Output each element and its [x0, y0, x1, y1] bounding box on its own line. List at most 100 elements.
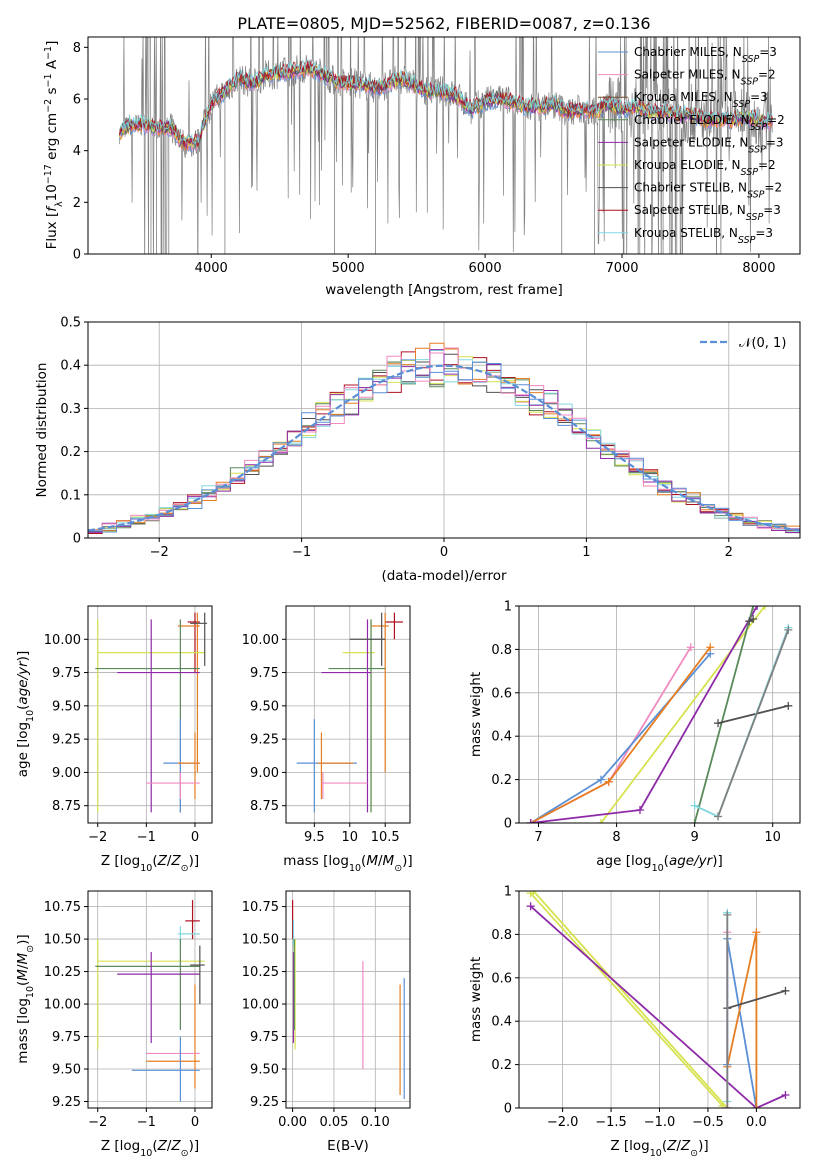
y-tick-label: 9.25 — [250, 1095, 279, 1110]
y-tick-label: 0 — [73, 532, 81, 547]
axes-frame — [518, 890, 801, 1109]
y-tick-label: 0.4 — [491, 730, 512, 745]
x-tick-label: −1.5 — [595, 1115, 627, 1130]
data-point-marker — [753, 606, 762, 610]
age-vs-mass-panel: 9.5 10 10.5 8.75 9.00 9.25 9.50 9.75 10.00 mass [… — [242, 605, 413, 874]
y-tick-label: 0.5 — [60, 316, 81, 331]
axes-frame — [87, 36, 801, 255]
y-tick-label: 8.75 — [250, 799, 279, 814]
plot-area — [95, 900, 205, 1102]
legend-label: Kroupa ELODIE, NSSP=2 — [634, 158, 776, 178]
y-tick-label: 0.2 — [60, 445, 81, 460]
data-point-marker — [723, 910, 732, 919]
x-tick-label: 9.5 — [304, 830, 325, 845]
y-tick-label: 10.00 — [242, 998, 279, 1013]
y-tick-label: 6 — [73, 93, 81, 108]
y-axis-label: Normed distribution — [34, 363, 50, 498]
legend-label: Chabrier MILES, NSSP=3 — [634, 45, 777, 65]
spectrum-panel: 4000 5000 6000 7000 8000 0 2 4 6 8 wavelength [Ang… — [43, 36, 801, 298]
y-tick-label: 9.50 — [52, 1063, 81, 1078]
x-tick-label: 0 — [191, 1115, 199, 1130]
data-point-marker — [526, 902, 535, 911]
data-point-marker — [714, 812, 723, 821]
y-tick-label: 0.6 — [491, 971, 512, 986]
y-tick-label: 10.75 — [242, 900, 279, 915]
data-point-marker — [781, 1090, 790, 1099]
residual-histogram-panel: −2 −1 0 1 2 0 0.1 0.2 0.3 0.4 0.5 (data-model)/erro… — [34, 316, 801, 584]
mass-weight-line-2 — [530, 905, 786, 1108]
x-tick-label: 10.5 — [371, 830, 400, 845]
age-vs-metallicity-panel: −2 −1 0 8.75 9.00 9.25 9.50 9.75 10.00 Z [log10(Z… — [15, 605, 213, 874]
y-axis-label: mass weight — [468, 672, 484, 757]
data-point-marker — [596, 819, 605, 823]
data-point-marker — [749, 615, 758, 624]
x-axis-label: Z [log10(Z/Z⊙)] — [101, 1138, 199, 1159]
x-tick-label: 7 — [534, 830, 542, 845]
y-tick-label: 10.50 — [242, 933, 279, 948]
plot-area — [296, 612, 403, 813]
mass-weight-line-1 — [529, 892, 724, 1107]
y-tick-label: 0.4 — [60, 359, 81, 374]
y-tick-label: 0 — [73, 248, 81, 263]
x-tick-label: 0 — [440, 545, 448, 560]
x-tick-label: 0.0 — [746, 1115, 767, 1130]
x-tick-label: 0.10 — [361, 1115, 390, 1130]
axes-frame — [87, 605, 213, 824]
x-tick-label: 0.05 — [319, 1115, 348, 1130]
data-point-marker — [784, 701, 793, 710]
axes-frame — [87, 890, 213, 1109]
y-tick-label: 10.50 — [44, 933, 81, 948]
normal-distribution-curve — [88, 364, 800, 532]
x-tick-label: 2 — [725, 545, 733, 560]
x-tick-label: 8000 — [742, 261, 775, 276]
axes-frame — [285, 605, 411, 824]
x-tick-label: −1 — [137, 830, 156, 845]
y-tick-label: 9.75 — [250, 666, 279, 681]
y-tick-label: 9.50 — [52, 699, 81, 714]
y-tick-label: 0.2 — [491, 1058, 512, 1073]
x-tick-label: 8 — [612, 830, 620, 845]
x-tick-label: 9 — [690, 830, 698, 845]
legend-label: Chabrier STELIB, NSSP=2 — [634, 181, 782, 201]
legend-label: Salpeter MILES, NSSP=2 — [634, 68, 776, 88]
legend-label: Kroupa MILES, NSSP=3 — [634, 90, 768, 110]
y-axis-label: age [log10(age/yr)] — [15, 651, 36, 777]
data-point-marker — [690, 801, 699, 810]
y-tick-label: 1 — [504, 600, 512, 615]
mass-weight-line-6 — [717, 704, 789, 725]
mass-weight-line-8 — [717, 629, 790, 817]
y-tick-label: 10.25 — [44, 965, 81, 980]
y-tick-label: 9.25 — [52, 1095, 81, 1110]
x-tick-label: −2 — [88, 1115, 107, 1130]
axes-frame — [285, 890, 411, 1109]
x-axis-label: age [log10(age/yr)] — [596, 853, 722, 874]
y-axis-label: Flux [fλ10−17 erg cm−2 s−1 A−1] — [43, 41, 65, 250]
x-tick-label: 1 — [582, 545, 590, 560]
x-axis-label: wavelength [Angstrom, rest frame] — [325, 282, 563, 298]
x-tick-label: −0.5 — [692, 1115, 724, 1130]
x-axis-label: mass [log10(M/M⊙)] — [283, 853, 412, 874]
spectrum-title: PLATE=0805, MJD=52562, FIBERID=0087, z=0… — [237, 14, 650, 33]
y-tick-label: 0 — [504, 817, 512, 832]
axes-frame — [87, 321, 801, 539]
data-point-marker — [635, 805, 644, 814]
y-tick-label: 0.4 — [491, 1015, 512, 1030]
data-point-marker — [723, 1104, 732, 1108]
y-tick-label: 0.1 — [60, 488, 81, 503]
x-tick-label: 10 — [764, 830, 781, 845]
mass-weight-line-5 — [693, 606, 755, 823]
y-tick-label: 9.00 — [52, 766, 81, 781]
y-axis-label: mass [log10(M/M⊙)] — [15, 934, 36, 1063]
y-axis-label: mass weight — [468, 957, 484, 1042]
data-point-marker — [596, 775, 605, 784]
plot-area — [95, 612, 208, 813]
y-tick-label: 10.25 — [242, 965, 279, 980]
plot-area — [526, 891, 790, 1108]
legend-label: Salpeter STELIB, NSSP=3 — [634, 203, 781, 223]
mass-weight-line-6 — [727, 989, 786, 1010]
data-point-marker — [718, 1101, 727, 1108]
y-tick-label: 10.00 — [242, 633, 279, 648]
x-tick-label: −2 — [150, 545, 169, 560]
y-tick-label: 0.2 — [491, 773, 512, 788]
